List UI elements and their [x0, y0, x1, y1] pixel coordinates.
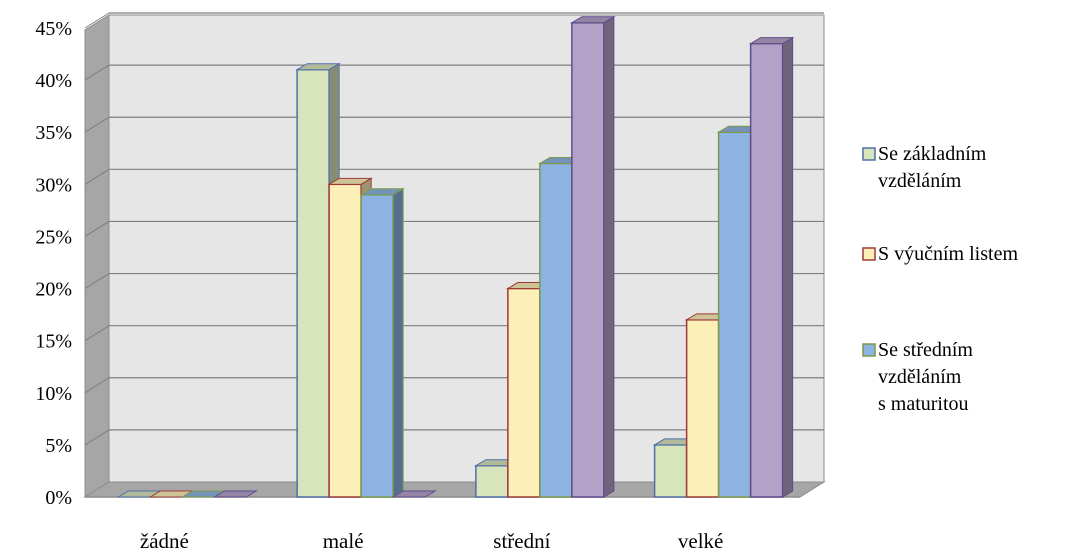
- gridline-side: [84, 12, 110, 29]
- bars: [116, 15, 795, 498]
- bar: [359, 187, 405, 498]
- bar: [748, 36, 795, 498]
- y-tick-label: 25%: [35, 226, 72, 248]
- x-category-label: velké: [678, 529, 723, 553]
- bar-front: [296, 68, 330, 498]
- legend-label: S výučním listem: [878, 243, 1018, 265]
- legend-item: Se středním vzděláním s maturitou: [862, 339, 973, 415]
- bar-top: [391, 490, 437, 498]
- bar-front: [571, 22, 605, 498]
- legend-label: Se základním: [878, 143, 987, 165]
- bar-front: [685, 319, 720, 498]
- chart-walls: [84, 14, 825, 498]
- bar: [570, 15, 616, 498]
- x-category-label: malé: [323, 529, 364, 553]
- gridline-side: [84, 273, 110, 289]
- y-tick-label: 20%: [35, 279, 72, 301]
- bar-side: [392, 187, 404, 498]
- y-tick-label: 45%: [35, 18, 72, 40]
- bar: [391, 490, 437, 498]
- bar-side: [782, 36, 794, 498]
- bar-front: [475, 464, 509, 498]
- legend-swatch: [862, 247, 876, 261]
- bar-top: [748, 37, 795, 45]
- legend-item: S výučním listem: [862, 243, 1018, 265]
- bar-front: [328, 183, 362, 498]
- gridline-side: [84, 168, 110, 185]
- gridline-side: [84, 116, 110, 133]
- y-tick-label: 5%: [45, 435, 72, 457]
- bar-front: [653, 444, 688, 498]
- side-wall: [84, 14, 110, 498]
- gridline-side: [84, 429, 110, 446]
- gridline-side: [84, 221, 110, 237]
- y-tick-label: 35%: [35, 122, 72, 144]
- legend-label: Se středním: [878, 339, 973, 361]
- bar-top: [359, 188, 405, 196]
- legend: Se základním vzděláním S výučním listem Se …: [862, 143, 1018, 415]
- bar: [212, 490, 259, 498]
- x-axis-categories: žádné malé střední velké: [140, 529, 723, 553]
- bar-top: [327, 177, 373, 185]
- legend-swatch: [862, 343, 876, 357]
- legend-item: Se základním vzděláním: [862, 143, 987, 192]
- bar-top: [570, 16, 616, 24]
- gridline-side: [84, 325, 110, 342]
- y-tick-label: 30%: [35, 174, 72, 196]
- legend-swatch: [862, 147, 876, 161]
- bar-side: [603, 15, 615, 498]
- gridline-side: [84, 64, 110, 81]
- gridlines: [84, 12, 824, 446]
- x-category-label: střední: [493, 529, 550, 553]
- bar-top: [212, 490, 259, 498]
- bar-front: [539, 162, 573, 498]
- bar-front: [749, 42, 784, 498]
- legend-label: vzděláním: [878, 366, 962, 388]
- y-tick-label: 15%: [35, 331, 72, 353]
- bar-front: [360, 194, 394, 498]
- y-tick-label: 10%: [35, 383, 72, 405]
- y-tick-label: 40%: [35, 70, 72, 92]
- bar-front: [717, 131, 752, 498]
- gridline-side: [84, 377, 110, 394]
- bar-top: [295, 63, 341, 71]
- legend-label: vzděláním: [878, 170, 962, 192]
- y-axis-ticks: 0% 5% 10% 15% 20% 25% 30% 35% 40% 45%: [35, 18, 72, 509]
- legend-label: s maturitou: [878, 393, 969, 415]
- bar-front: [507, 287, 541, 498]
- x-category-label: žádné: [140, 529, 189, 553]
- y-tick-label: 0%: [45, 487, 72, 509]
